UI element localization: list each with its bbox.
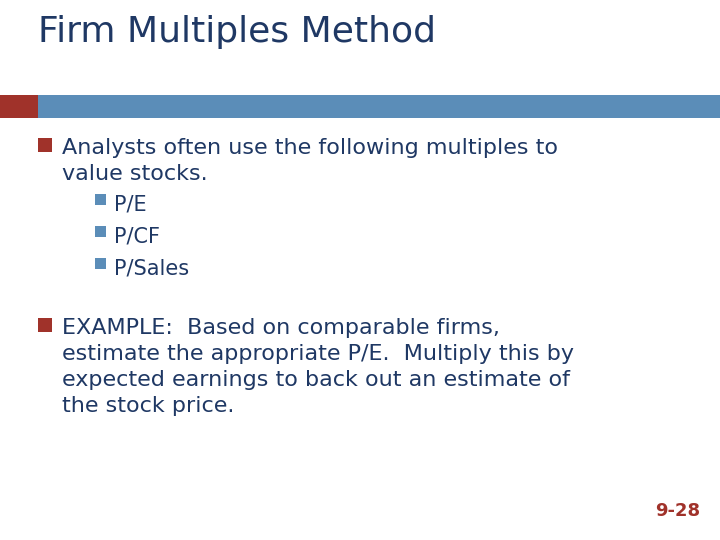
Text: Analysts often use the following multiples to: Analysts often use the following multipl… [62, 138, 558, 158]
Text: P/Sales: P/Sales [114, 258, 189, 278]
Text: P/CF: P/CF [114, 226, 160, 246]
Text: expected earnings to back out an estimate of: expected earnings to back out an estimat… [62, 370, 570, 390]
Text: the stock price.: the stock price. [62, 396, 235, 416]
Text: estimate the appropriate P/E.  Multiply this by: estimate the appropriate P/E. Multiply t… [62, 344, 574, 364]
Text: Firm Multiples Method: Firm Multiples Method [38, 15, 436, 49]
Bar [38, 318, 52, 332]
Text: EXAMPLE:  Based on comparable firms,: EXAMPLE: Based on comparable firms, [62, 318, 500, 338]
Text: P/E: P/E [114, 194, 147, 214]
Text: 9-28: 9-28 [655, 502, 700, 520]
Bar [95, 226, 106, 237]
Bar [38, 95, 720, 118]
Bar [0, 95, 38, 118]
Bar [95, 194, 106, 205]
Bar [38, 138, 52, 152]
Text: value stocks.: value stocks. [62, 164, 207, 184]
Bar [95, 258, 106, 269]
